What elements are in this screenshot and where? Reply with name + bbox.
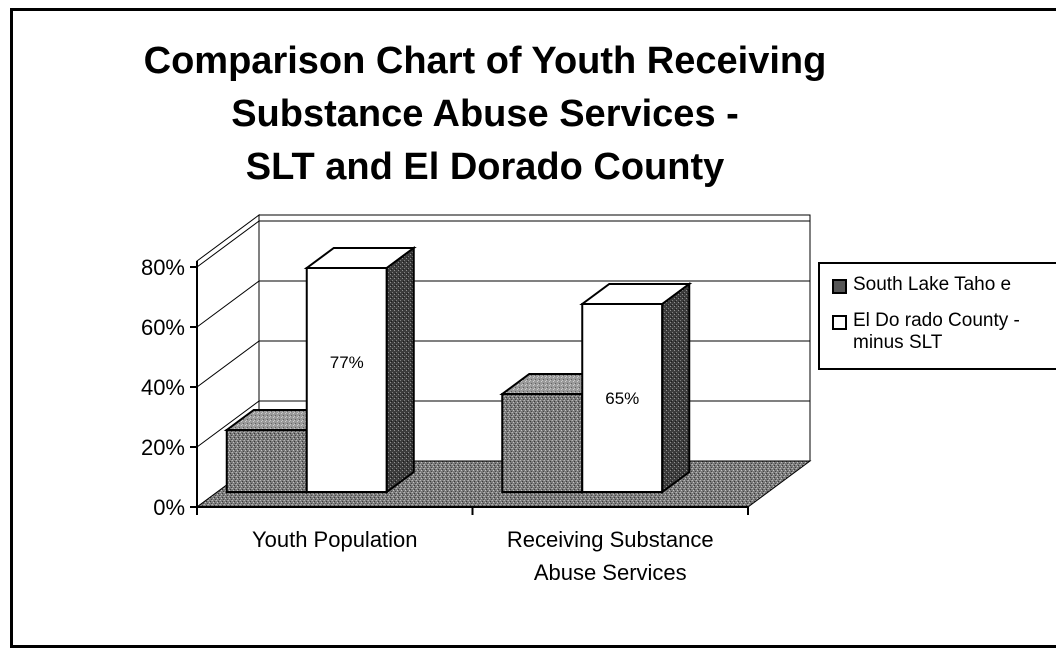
data-label-0: 77% (330, 353, 364, 372)
legend-label-series-2: El Do rado County - minus SLT (853, 310, 1020, 353)
y-tick-label-0: 0% (153, 495, 185, 520)
bar-1-1-front (501, 393, 584, 493)
bar-chart-3d: 0% 20% 40% 60% 80% Youth Population Receiving … (141, 214, 812, 585)
gridline-side-3 (196, 280, 260, 328)
legend-swatch-series-1 (832, 279, 847, 294)
legend-label-series-1: South Lake Taho e (853, 274, 1012, 295)
y-tick-label-3: 60% (141, 315, 185, 340)
legend-swatch-series-2 (832, 315, 847, 330)
legend-item-series-2: El Do rado County - minus SLT (832, 310, 1020, 354)
y-tick-label-4: 80% (141, 255, 185, 280)
x-category-label-1-1: Abuse Services (534, 560, 687, 585)
y-tick-label-1: 20% (141, 435, 185, 460)
bar-2-0-front (305, 267, 388, 493)
chart-title-line-2: Substance Abuse Services - (231, 93, 739, 135)
gridline-side-2 (196, 340, 260, 388)
chart-title-line-1: Comparison Chart of Youth Receiving (143, 40, 827, 82)
chart-title: Comparison Chart of Youth Receiving Subs… (60, 35, 910, 194)
y-tick-label-2: 40% (141, 375, 185, 400)
bar-2-1-side (661, 282, 691, 494)
chart-legend: South Lake Taho e El Do rado County - mi… (818, 262, 1056, 370)
bar-2-0-side (385, 246, 415, 494)
legend-item-series-1: South Lake Taho e (832, 274, 1011, 296)
gridline-side-4 (196, 220, 260, 268)
chart-title-line-3: SLT and El Dorado County (245, 146, 725, 188)
data-label-1: 65% (605, 389, 639, 408)
bar-1-0-front (225, 429, 308, 493)
gridline-side-1 (196, 400, 260, 448)
x-category-label-1-0: Receiving Substance (507, 527, 714, 552)
x-category-label-0-0: Youth Population (252, 527, 418, 552)
